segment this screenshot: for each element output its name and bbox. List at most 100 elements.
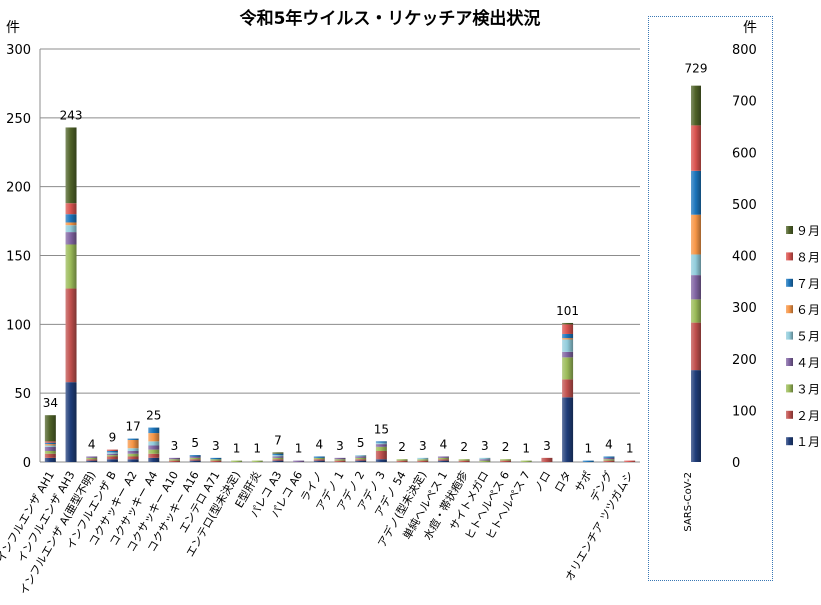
bar-segment [272, 453, 284, 456]
bar-segment [106, 453, 118, 456]
bar-segment [44, 457, 56, 462]
bar-segment [272, 452, 284, 454]
data-label: 7 [274, 433, 282, 447]
bar-segment [148, 433, 160, 442]
data-label: 3 [212, 439, 220, 453]
bar-segment [375, 442, 387, 445]
y-axis-unit: 件 [743, 20, 757, 36]
data-label: 243 [60, 108, 83, 122]
bar-segment [44, 444, 56, 446]
bar-segment [334, 457, 346, 460]
bar-segment [691, 322, 701, 371]
bar-segment [44, 453, 56, 458]
legend-label: ３月 [796, 382, 820, 396]
bar-segment [65, 222, 77, 226]
legend-swatch [786, 384, 793, 393]
bar-segment [272, 460, 284, 462]
bar-segment [603, 460, 615, 462]
legend-swatch [786, 226, 793, 234]
bar-segment [272, 456, 284, 458]
bar-segment [562, 339, 574, 352]
y-tick-label: 200 [6, 181, 31, 196]
data-label: 4 [315, 437, 323, 451]
bar-segment [375, 441, 387, 443]
y-tick-label: 300 [732, 301, 757, 316]
bar-segment [691, 85, 701, 126]
data-label: 5 [357, 436, 365, 450]
data-label: 1 [233, 442, 241, 456]
bar-segment [603, 457, 615, 460]
bar-segment [691, 370, 701, 462]
data-label: 3 [336, 439, 344, 453]
bar-segment [603, 456, 615, 458]
y-tick-label: 100 [732, 404, 757, 419]
bar-segment [562, 338, 574, 340]
bar-segment [231, 460, 243, 462]
bar-segment [148, 453, 160, 458]
bar-segment [272, 459, 284, 461]
data-label: 2 [460, 440, 468, 454]
bar-segment [168, 460, 180, 462]
data-label: 2 [398, 440, 406, 454]
data-label: 3 [419, 439, 427, 453]
bar-segment [313, 457, 325, 460]
bar-segment [106, 459, 118, 462]
bar-segment [417, 459, 429, 461]
sars-cov-2-chart-frame [648, 16, 773, 581]
legend-swatch [786, 331, 793, 340]
bar-segment [355, 459, 367, 461]
bar-segment [189, 457, 201, 460]
bar-segment [396, 460, 408, 462]
bar-segment [691, 214, 701, 255]
bar-segment [106, 456, 118, 460]
data-label: 17 [125, 420, 140, 434]
legend-label: ８月 [796, 250, 820, 264]
bar-segment [541, 457, 553, 462]
bar-segment [500, 460, 512, 462]
bar-segment [44, 450, 56, 454]
legend-label: ５月 [796, 330, 820, 344]
bar-segment [603, 459, 615, 461]
legend-label: ６月 [796, 303, 820, 317]
data-label: 1 [522, 442, 530, 456]
y-tick-label: 400 [732, 250, 757, 265]
bar-segment [127, 456, 139, 460]
data-label: 2 [502, 440, 510, 454]
y-tick-label: 200 [732, 353, 757, 368]
bar-segment [168, 459, 180, 461]
bar-segment [375, 450, 387, 460]
bar-segment [375, 459, 387, 462]
data-label: 729 [685, 62, 708, 76]
bar-segment [44, 446, 56, 451]
bar-segment [437, 460, 449, 462]
y-tick-label: 50 [14, 387, 31, 402]
bar-segment [106, 455, 118, 457]
data-label: 1 [295, 442, 303, 456]
bar-segment [562, 333, 574, 339]
bar-segment [127, 438, 139, 440]
bar-segment [437, 457, 449, 460]
bar-segment [189, 455, 201, 457]
data-label: 1 [626, 442, 634, 456]
bar-segment [355, 457, 367, 460]
legend-label: １月 [796, 435, 820, 449]
bar-segment [691, 275, 701, 300]
bar-segment [479, 457, 491, 460]
data-label: 4 [88, 437, 96, 451]
legend-swatch [786, 358, 793, 366]
data-label: 3 [543, 439, 551, 453]
bar-segment [65, 288, 77, 383]
bar-segment [86, 460, 98, 462]
bar-segment [106, 450, 118, 453]
bar-segment [479, 460, 491, 462]
x-tick-label: SARS-CoV-2 [683, 472, 694, 532]
bar-segment [65, 214, 77, 223]
bar-segment [375, 444, 387, 447]
bar-segment [65, 232, 77, 245]
bar-segment [65, 382, 77, 462]
bar-segment [65, 203, 77, 215]
y-tick-label: 150 [6, 250, 31, 265]
bar-segment [691, 254, 701, 276]
bar-segment [334, 460, 346, 462]
bar-segment [272, 455, 284, 457]
